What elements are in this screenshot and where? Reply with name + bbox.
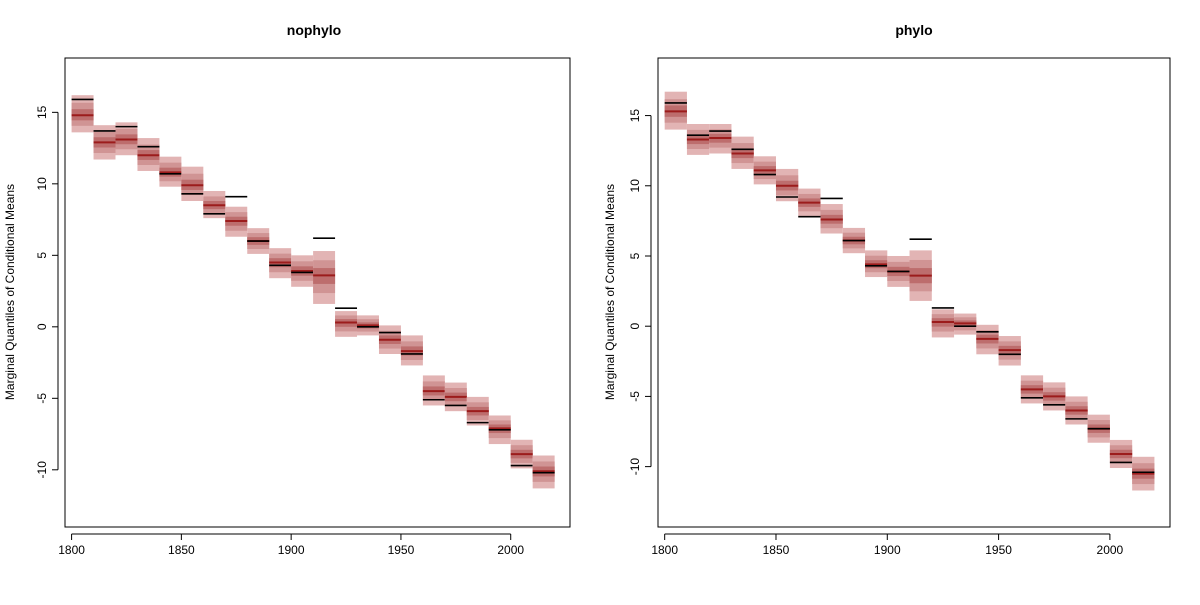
interval-bin bbox=[422, 375, 445, 406]
interval-bin bbox=[115, 122, 138, 156]
interval-bin bbox=[865, 250, 888, 278]
y-tick-label: 10 bbox=[35, 177, 49, 191]
interval-bin bbox=[1109, 439, 1133, 469]
y-tick-label: -10 bbox=[628, 458, 642, 476]
interval-bin bbox=[510, 439, 533, 469]
y-tick-label: -10 bbox=[35, 461, 49, 479]
interval-bin bbox=[269, 248, 292, 279]
interval-bin bbox=[313, 237, 336, 304]
interval-bin bbox=[1043, 382, 1066, 411]
y-tick-label: 10 bbox=[628, 179, 642, 193]
interval-bin bbox=[400, 335, 423, 366]
interval-bin bbox=[181, 166, 204, 201]
interval-bin bbox=[731, 136, 754, 169]
interval-bin bbox=[887, 255, 910, 287]
interval-bin bbox=[291, 255, 314, 287]
interval-bin bbox=[820, 197, 843, 234]
interval-bin bbox=[203, 190, 226, 219]
interval-bin bbox=[798, 188, 821, 218]
interval-bin bbox=[159, 156, 182, 187]
interval-bin bbox=[378, 325, 401, 354]
panel-nophylo: nophylo Marginal Quantiles of Conditiona… bbox=[3, 22, 571, 557]
x-tick-label: 1800 bbox=[651, 543, 678, 557]
x-tick-label: 1900 bbox=[278, 543, 305, 557]
interval-bin bbox=[225, 195, 248, 237]
interval-bin bbox=[976, 324, 999, 355]
y-axis-label: Marginal Quantiles of Conditional Means bbox=[3, 184, 17, 400]
y-tick-label: 15 bbox=[35, 105, 49, 119]
interval-bin bbox=[686, 124, 710, 155]
x-tick-label: 1850 bbox=[168, 543, 195, 557]
x-tick-label: 1850 bbox=[763, 543, 790, 557]
y-tick-label: 15 bbox=[628, 109, 642, 123]
interval-bin bbox=[71, 95, 94, 133]
y-tick-label: -5 bbox=[35, 393, 49, 404]
y-axis-label: Marginal Quantiles of Conditional Means bbox=[603, 184, 617, 400]
x-tick-label: 2000 bbox=[1097, 543, 1124, 557]
interval-bin bbox=[1020, 375, 1044, 404]
interval-bin bbox=[1087, 414, 1110, 443]
interval-bin bbox=[709, 124, 732, 154]
interval-bin bbox=[335, 307, 358, 337]
interval-bin bbox=[1132, 456, 1155, 491]
interval-bin bbox=[137, 138, 160, 171]
interval-bin bbox=[909, 238, 932, 301]
plot-title: nophylo bbox=[287, 22, 341, 38]
interval-bin bbox=[357, 315, 379, 336]
x-tick-label: 1900 bbox=[874, 543, 901, 557]
interval-bin bbox=[842, 227, 866, 254]
interval-bin bbox=[466, 396, 489, 426]
x-tick-label: 1800 bbox=[58, 543, 85, 557]
interval-bin bbox=[775, 168, 799, 202]
interval-bin bbox=[444, 382, 467, 412]
interval-bin bbox=[998, 336, 1021, 366]
plot-frame bbox=[64, 57, 571, 528]
x-tick-label: 1950 bbox=[985, 543, 1012, 557]
interval-bin bbox=[753, 156, 776, 185]
y-tick-label: 5 bbox=[628, 252, 642, 259]
interval-bin bbox=[93, 125, 116, 160]
plot-title: phylo bbox=[895, 22, 932, 38]
interval-bin bbox=[532, 455, 555, 489]
panel-phylo: phylo Marginal Quantiles of Conditional … bbox=[603, 22, 1171, 557]
interval-bin bbox=[247, 228, 270, 254]
y-tick-label: 5 bbox=[35, 252, 49, 259]
y-tick-label: 0 bbox=[35, 323, 49, 330]
y-tick-label: 0 bbox=[628, 323, 642, 330]
x-tick-label: 1950 bbox=[388, 543, 415, 557]
interval-bin bbox=[931, 307, 955, 338]
x-tick-label: 2000 bbox=[497, 543, 524, 557]
plot-frame bbox=[657, 57, 1171, 528]
interval-bin bbox=[1065, 396, 1088, 425]
interval-bin bbox=[664, 91, 687, 130]
interval-bin bbox=[954, 313, 977, 335]
interval-bin bbox=[488, 415, 511, 445]
y-tick-label: -5 bbox=[628, 391, 642, 402]
